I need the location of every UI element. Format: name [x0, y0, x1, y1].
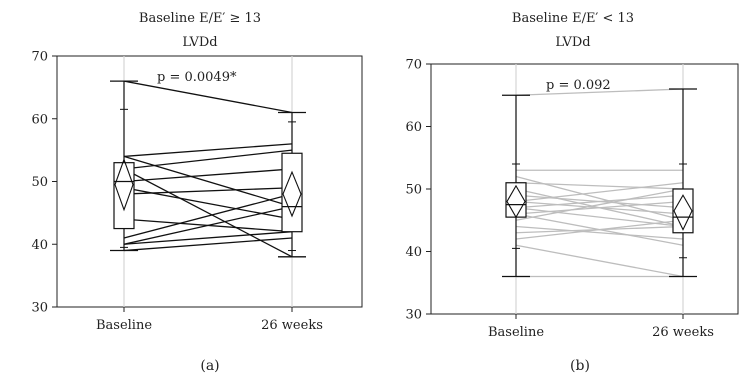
panel-b-title-line2: LVDd — [555, 35, 590, 50]
panel-b-paired-line — [515, 194, 684, 209]
panel-b-p-value: p = 0.092 — [546, 78, 611, 93]
panel-a-iqr-box — [113, 162, 135, 230]
panel-b-y-tick-label: 30 — [405, 308, 422, 323]
panel-b-y-tick-label: 50 — [405, 183, 422, 198]
panel-a-title-line2: LVDd — [182, 35, 217, 50]
panel-b-y-tick-label: 40 — [405, 245, 422, 260]
panel-a-boxes — [110, 80, 306, 258]
panel-a-x-tick-label: 26 weeks — [261, 318, 323, 333]
panel-b-box-26-weeks — [669, 88, 697, 278]
panel-a-paired-line — [123, 205, 293, 245]
panel-b-iqr-box — [505, 182, 527, 218]
panel-a-label: (a) — [200, 358, 219, 374]
panel-a-title-line1: Baseline E/E′ ≥ 13 — [139, 11, 261, 26]
panel-b-x-axis: Baseline 26 weeks — [488, 314, 714, 340]
panel-a-x-axis: Baseline 26 weeks — [96, 307, 323, 333]
panel-b-title-line1: Baseline E/E′ < 13 — [512, 11, 634, 26]
panel-b-boxes — [502, 88, 697, 278]
panel-a-paired-line — [123, 168, 293, 258]
panel-a-y-tick-label: 70 — [31, 50, 48, 65]
panel-a-y-tick-label: 60 — [31, 112, 48, 127]
panel-b-paired-line — [515, 88, 684, 96]
panel-b-y-tick-label: 60 — [405, 120, 422, 135]
panel-b-y-tick-label: 70 — [405, 58, 422, 73]
panel-b-x-tick-label: Baseline — [488, 325, 544, 340]
panel-a-paired-line — [123, 231, 293, 245]
panel-a-box-baseline — [110, 80, 138, 252]
panel-a-mean-diamond — [114, 157, 134, 212]
panel-b-iqr-box — [672, 188, 694, 234]
panel-b-mean-diamond — [506, 184, 526, 219]
panel-a-paired-lines — [123, 80, 293, 258]
panel-a-box-26-weeks — [278, 111, 306, 258]
panel-a-paired-line — [123, 149, 293, 170]
panel-b-paired-line — [515, 244, 684, 278]
panel-b-mean-diamond — [673, 194, 693, 231]
panel-a-y-tick-label: 50 — [31, 175, 48, 190]
panel-b-paired-line — [515, 182, 684, 203]
panel-b-paired-lines — [515, 88, 684, 278]
panel-a-iqr-box — [281, 152, 303, 233]
panel-a-mean-diamond — [282, 170, 302, 218]
panel-b: Baseline E/E′ < 13 LVDd 30 40 50 60 70 Basel… — [405, 11, 739, 374]
panel-a-paired-line — [123, 237, 293, 252]
panel-b-paired-line — [515, 182, 684, 190]
panel-b-box-baseline — [502, 94, 530, 278]
panel-a-y-tick-label: 40 — [31, 238, 48, 253]
panel-a-paired-line — [123, 193, 293, 239]
panel-b-label: (b) — [570, 358, 590, 374]
panel-a-p-value: p = 0.0049* — [157, 70, 237, 85]
panel-a-paired-line — [123, 155, 293, 208]
panel-a-paired-line — [123, 168, 293, 183]
panel-a-x-tick-label: Baseline — [96, 318, 152, 333]
panel-b-x-tick-label: 26 weeks — [652, 325, 714, 340]
panel-a: Baseline E/E′ ≥ 13 LVDd 30 40 50 60 70 Basel… — [31, 11, 363, 374]
panel-b-y-axis: 30 40 50 60 70 — [405, 58, 431, 323]
panel-a-y-axis: 30 40 50 60 70 — [31, 50, 57, 316]
panel-b-paired-line — [515, 225, 684, 240]
panel-a-paired-line — [123, 143, 293, 158]
panel-b-paired-line — [515, 188, 684, 221]
panel-b-paired-line — [515, 219, 684, 240]
panel-b-paired-line — [515, 200, 684, 215]
panel-a-paired-line — [123, 80, 293, 114]
panel-a-y-tick-label: 30 — [31, 301, 48, 316]
panel-a-paired-line — [123, 187, 293, 195]
